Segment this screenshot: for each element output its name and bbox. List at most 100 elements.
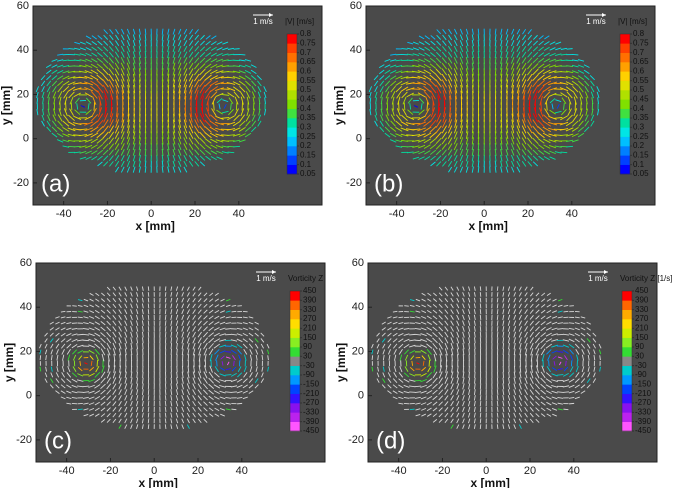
vector <box>471 137 474 145</box>
vector <box>474 383 476 390</box>
vector <box>161 143 164 151</box>
vector <box>141 297 144 303</box>
vector <box>249 354 253 361</box>
vector <box>223 104 227 109</box>
vector <box>132 56 136 64</box>
vector <box>384 58 391 62</box>
vector <box>116 95 119 106</box>
vector <box>537 79 545 87</box>
vector <box>391 108 395 117</box>
vector <box>187 354 190 362</box>
vector <box>477 34 480 41</box>
vector <box>456 320 460 326</box>
vector <box>516 125 521 134</box>
vector <box>104 107 108 118</box>
vector <box>465 160 469 168</box>
vector <box>79 151 87 154</box>
vector <box>423 120 432 127</box>
vector <box>118 314 122 320</box>
vector <box>208 315 214 320</box>
vector <box>437 107 441 118</box>
vector <box>78 70 87 73</box>
vector <box>84 81 94 86</box>
vector <box>521 137 527 145</box>
vector <box>393 366 397 373</box>
vector <box>261 372 264 378</box>
vector <box>115 40 120 47</box>
vector <box>518 309 522 315</box>
vector <box>545 327 552 331</box>
vector <box>187 365 190 373</box>
vector <box>505 79 509 88</box>
vector <box>192 377 196 384</box>
vector <box>535 395 540 401</box>
vector <box>132 28 136 35</box>
vector <box>459 51 464 58</box>
vector <box>510 143 515 151</box>
vector <box>521 125 527 134</box>
vector <box>85 150 92 155</box>
vector <box>386 108 389 116</box>
vector <box>494 28 497 35</box>
vector <box>82 339 90 342</box>
vector <box>459 143 464 151</box>
vector <box>94 321 100 325</box>
colorbar-bin <box>620 155 630 165</box>
vector <box>97 107 103 117</box>
vector <box>417 127 427 132</box>
vector <box>524 314 528 320</box>
vector <box>178 73 182 82</box>
vector <box>214 292 219 297</box>
vector <box>172 125 176 134</box>
vector <box>100 377 106 384</box>
vector <box>181 286 184 291</box>
vector <box>175 314 179 321</box>
vector <box>527 40 533 46</box>
vector <box>551 103 554 110</box>
vector <box>510 62 515 70</box>
vector-field <box>368 28 600 173</box>
vector <box>183 79 188 88</box>
vector <box>537 113 545 123</box>
vector <box>565 81 574 86</box>
vector <box>381 327 386 331</box>
vector <box>147 297 150 303</box>
vector <box>225 397 232 399</box>
vector <box>404 354 409 361</box>
vector <box>216 41 223 45</box>
vector <box>450 389 454 396</box>
vector <box>183 34 188 41</box>
vector <box>541 365 545 373</box>
vector <box>188 160 194 167</box>
vector <box>429 119 437 128</box>
vector <box>115 84 119 94</box>
vector <box>453 62 458 70</box>
vector <box>516 79 521 88</box>
vector <box>420 321 427 325</box>
vector <box>236 390 243 394</box>
vector <box>441 68 448 76</box>
colorbar-bin <box>290 375 300 385</box>
vector <box>376 343 380 349</box>
vector <box>194 119 200 129</box>
vector <box>225 316 231 319</box>
vector <box>586 338 591 343</box>
vector <box>226 128 236 131</box>
vector <box>50 343 54 349</box>
vector <box>102 63 109 70</box>
vector <box>96 132 104 139</box>
vector <box>184 113 187 123</box>
vector <box>545 338 553 343</box>
vector <box>114 149 120 156</box>
vector <box>84 139 93 143</box>
vector <box>387 332 392 337</box>
vector <box>106 342 111 350</box>
vector <box>260 378 265 383</box>
vector <box>505 28 509 35</box>
y-tick-label: 60 <box>17 0 29 12</box>
vector <box>47 97 50 105</box>
vector <box>444 303 449 309</box>
vector <box>144 143 147 151</box>
vector <box>248 384 254 389</box>
